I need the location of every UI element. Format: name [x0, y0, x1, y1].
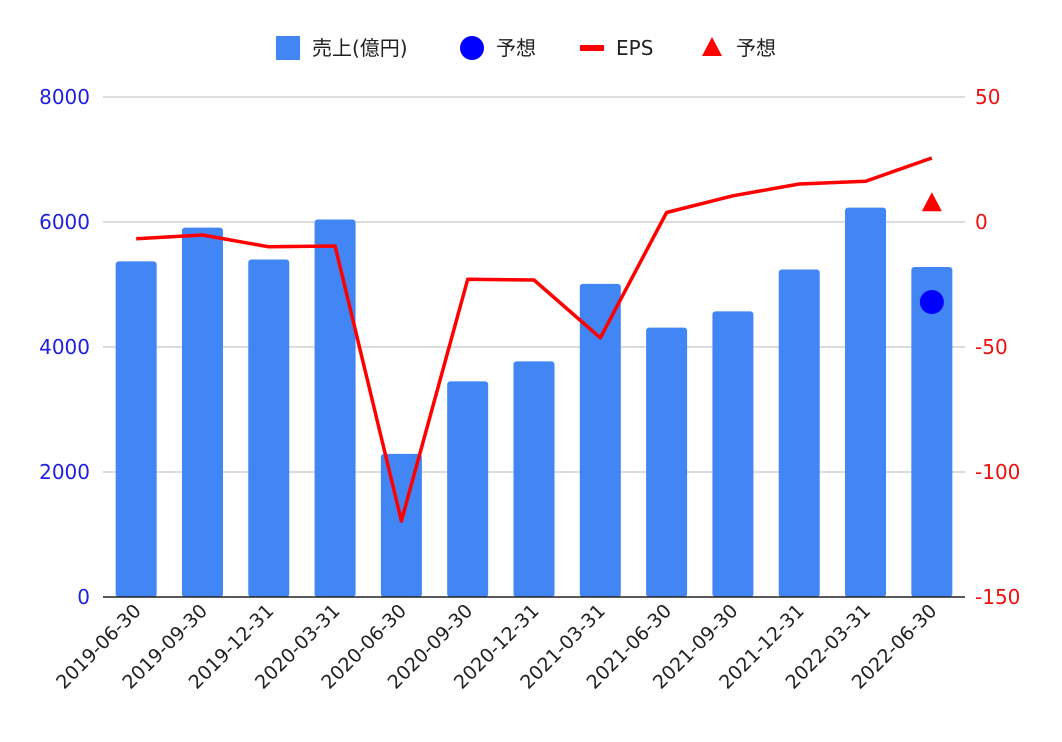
y-right-tick-label: -150	[975, 585, 1020, 609]
bar	[447, 381, 489, 597]
eps-line-series	[136, 156, 933, 523]
eps-line	[136, 156, 933, 523]
bar	[115, 261, 157, 597]
x-axis-ticks: 2019-06-302019-09-302019-12-312020-03-31…	[52, 600, 941, 694]
y-right-tick-label: -50	[975, 335, 1008, 359]
bar	[513, 361, 555, 597]
bar	[248, 259, 290, 597]
bar	[911, 267, 953, 597]
bar	[314, 219, 356, 597]
y-axis-left-ticks: 0 2000 4000 6000 8000	[39, 85, 90, 609]
y-left-tick-label: 4000	[39, 335, 90, 359]
bar	[845, 207, 887, 597]
y-right-tick-label: 50	[975, 85, 1000, 109]
y-right-tick-label: 0	[975, 210, 988, 234]
y-left-tick-label: 2000	[39, 460, 90, 484]
legend-label: 予想	[496, 36, 536, 60]
bar	[646, 327, 688, 597]
legend-label: EPS	[616, 36, 653, 60]
legend-swatch-bar	[276, 36, 300, 60]
bar	[579, 283, 621, 597]
legend: 売上(億円) 予想 EPS 予想	[276, 36, 776, 60]
y-left-tick-label: 6000	[39, 210, 90, 234]
bar	[181, 227, 223, 597]
legend-swatch-circle	[460, 36, 484, 60]
forecast-eps-point	[921, 192, 942, 212]
bar	[778, 269, 820, 597]
bar	[712, 311, 754, 597]
legend-label: 予想	[736, 36, 776, 60]
y-right-tick-label: -100	[975, 460, 1020, 484]
y-axis-right-ticks: -150 -100 -50 0 50	[975, 85, 1020, 609]
bar-series	[115, 207, 953, 597]
legend-swatch-triangle	[702, 37, 722, 56]
y-left-tick-label: 0	[77, 585, 90, 609]
legend-label: 売上(億円)	[312, 36, 408, 60]
forecast-markers	[919, 192, 944, 314]
y-left-tick-label: 8000	[39, 85, 90, 109]
legend-swatch-line	[580, 45, 604, 51]
forecast-sales-point	[919, 290, 944, 314]
